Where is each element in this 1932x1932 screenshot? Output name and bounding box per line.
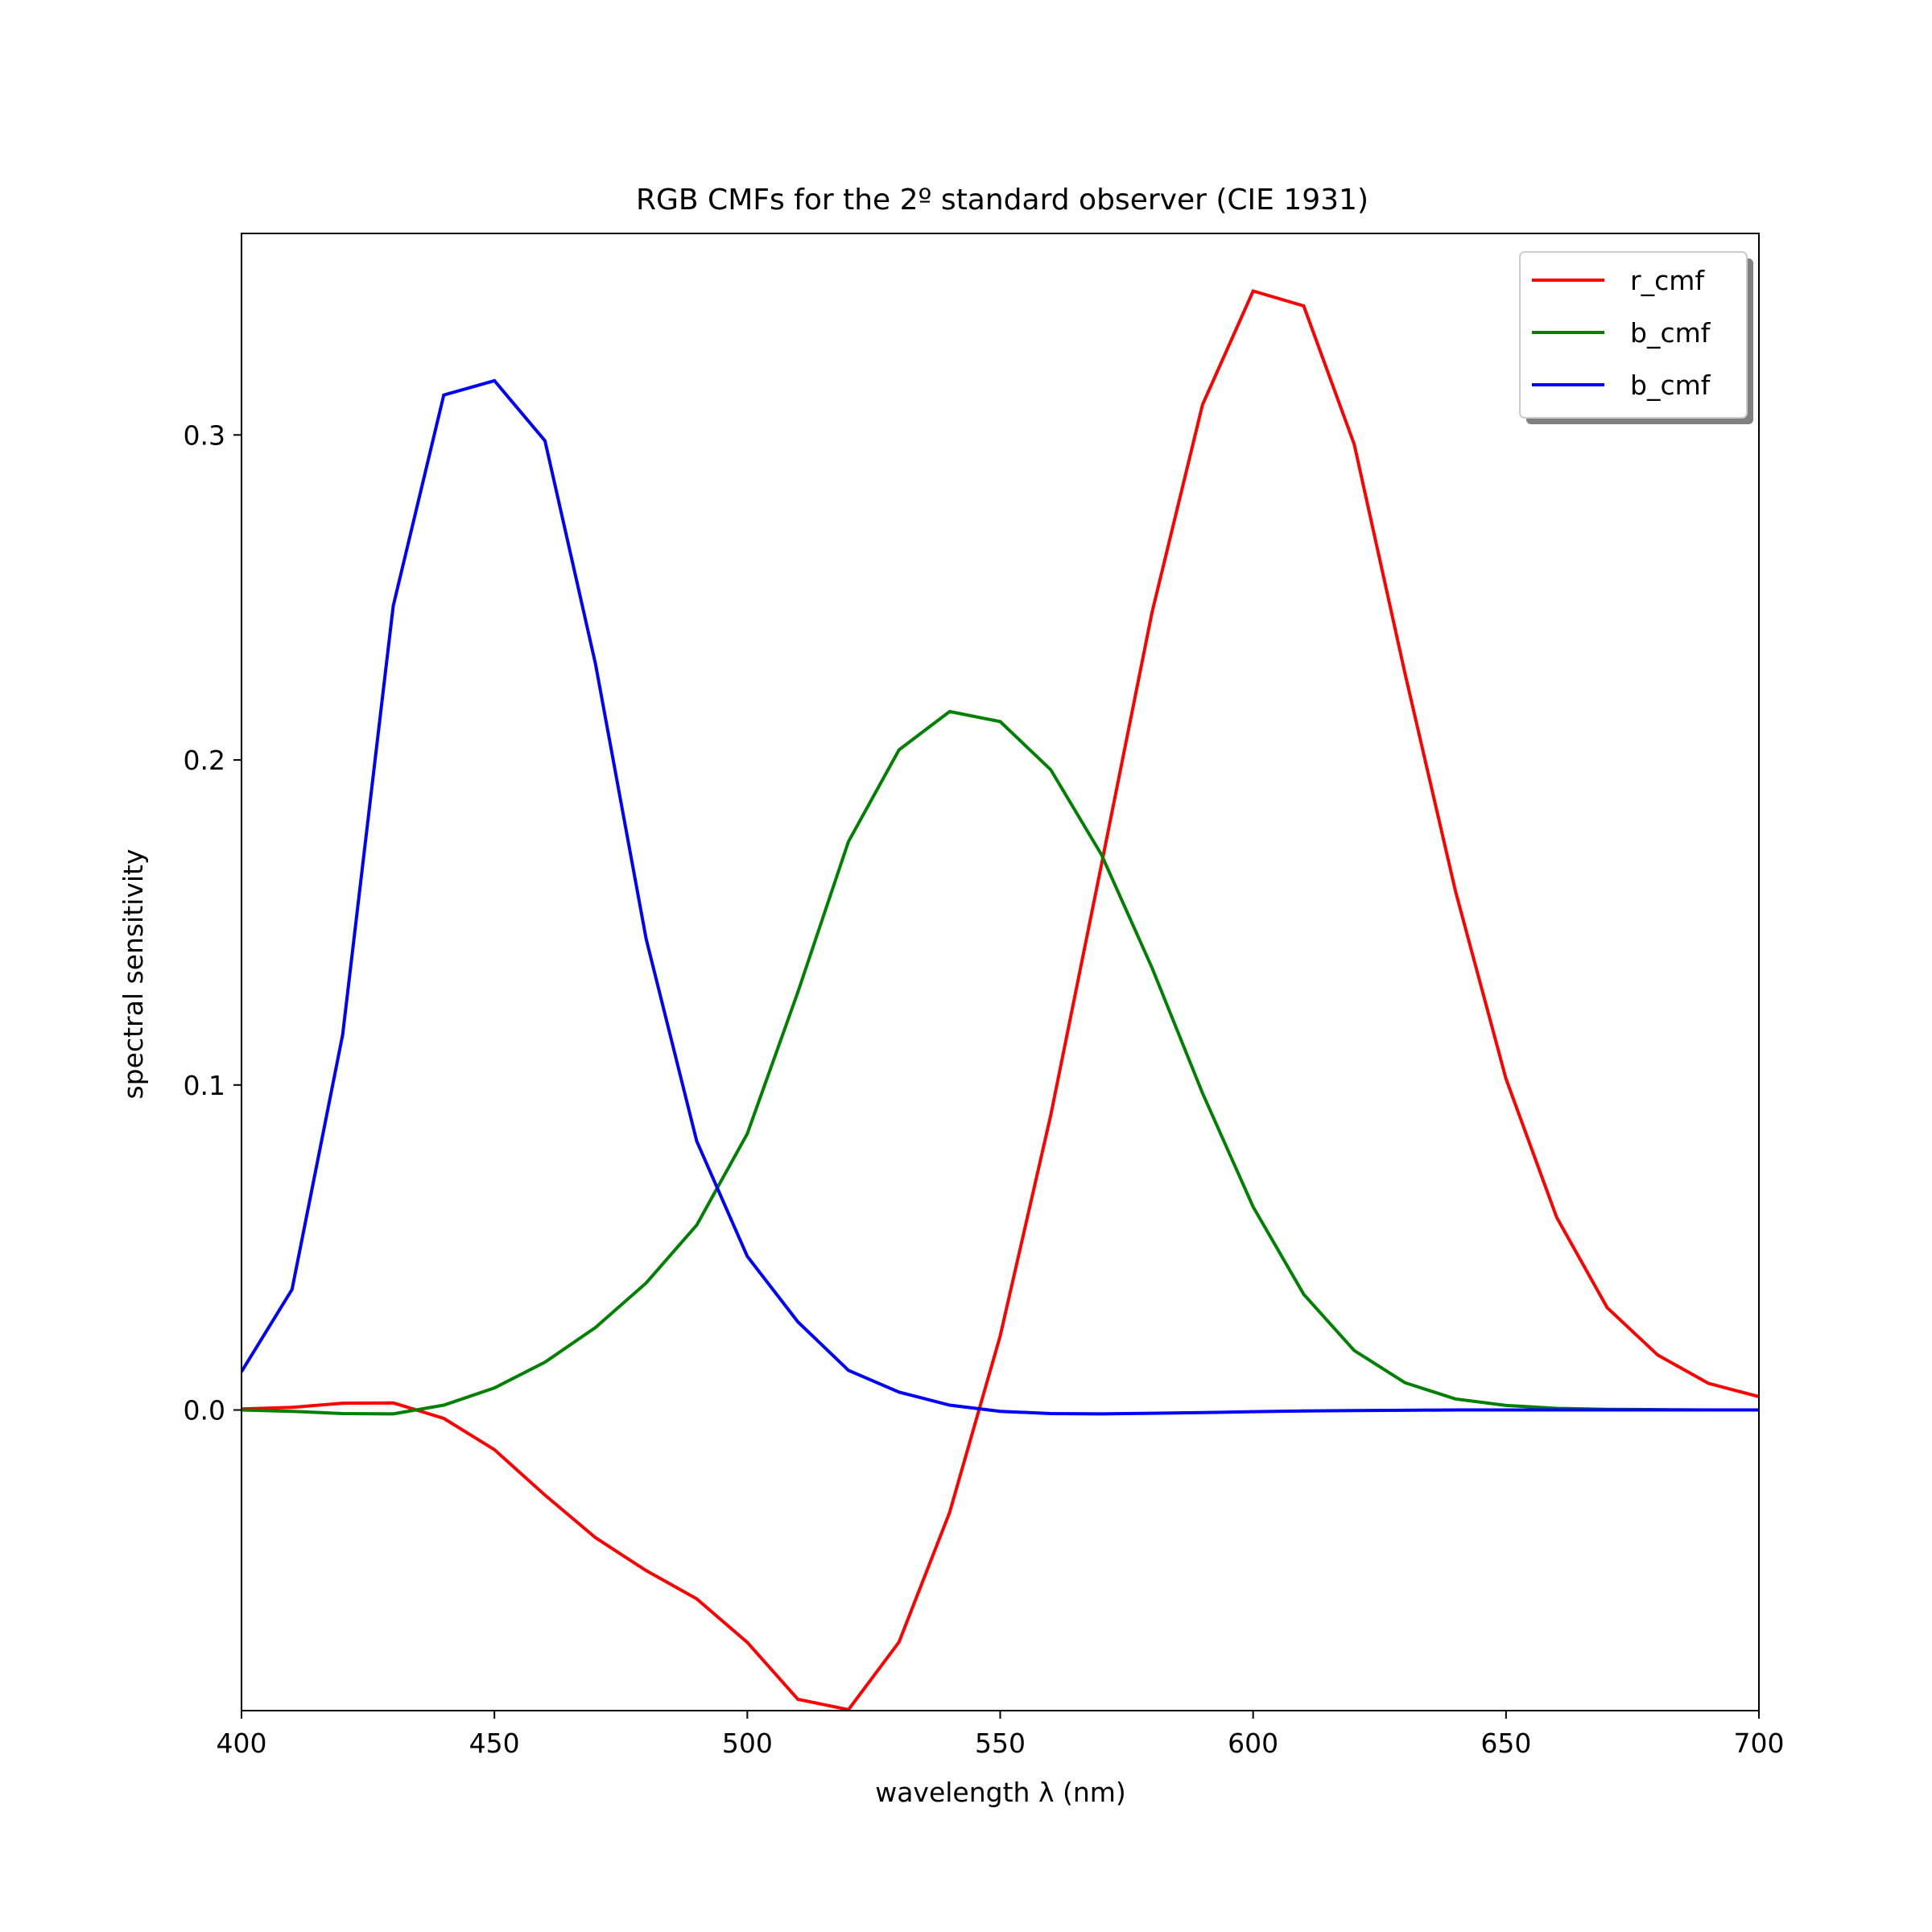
- series-line-2: [242, 709, 1759, 1416]
- legend: r_cmf b_cmf b_cmf: [1519, 251, 1753, 424]
- y-tick-label: 0.2: [184, 745, 225, 776]
- legend-label: b_cmf: [1630, 369, 1711, 401]
- plot-area: [241, 233, 1760, 1711]
- y-axis-label: spectral sensitivity: [118, 848, 149, 1099]
- x-tick-label: 500: [722, 1728, 773, 1759]
- x-axis-label: wavelength λ (nm): [875, 1777, 1126, 1808]
- x-tick-label: 600: [1228, 1728, 1278, 1759]
- y-tick-label: 0.1: [184, 1070, 225, 1101]
- x-tick-label: 700: [1734, 1728, 1785, 1759]
- x-tick-label: 400: [217, 1728, 267, 1759]
- x-axis: 400 450 500 550 600 650 700: [217, 1711, 1785, 1759]
- y-tick-label: 0.3: [184, 419, 225, 451]
- legend-box: [1519, 251, 1748, 419]
- x-tick-label: 450: [469, 1728, 520, 1759]
- series-layer: [242, 289, 1759, 1711]
- chart-title: RGB CMFs for the 2º standard observer (C…: [636, 184, 1368, 217]
- legend-label: b_cmf: [1630, 317, 1711, 349]
- y-tick-label: 0.0: [184, 1395, 225, 1426]
- series-line-1: [242, 289, 1759, 1711]
- series-line-3: [242, 378, 1759, 1416]
- x-tick-label: 650: [1480, 1728, 1531, 1759]
- y-axis: 0.0 0.1 0.2 0.3: [184, 419, 242, 1426]
- legend-label: r_cmf: [1630, 265, 1705, 296]
- legend-items: r_cmf b_cmf b_cmf: [1532, 265, 1711, 401]
- x-tick-label: 550: [975, 1728, 1026, 1759]
